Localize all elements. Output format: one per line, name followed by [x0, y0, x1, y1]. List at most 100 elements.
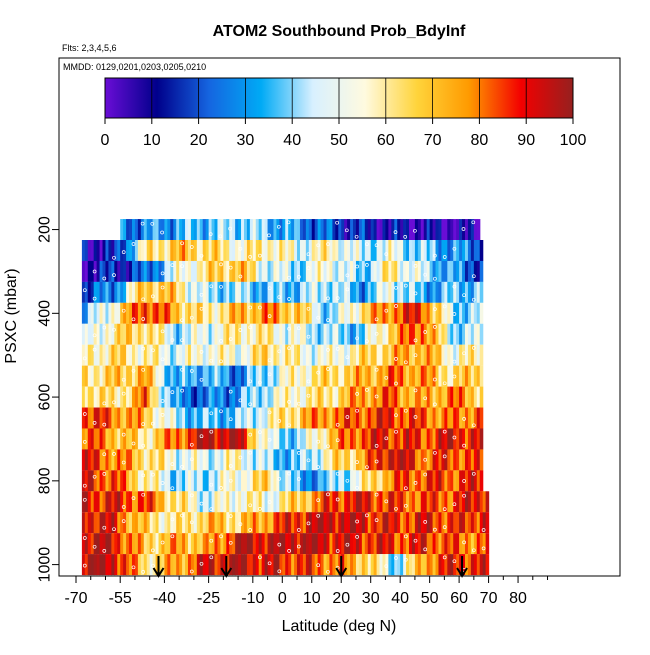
heatmap-cell	[270, 219, 275, 241]
heatmap-cell	[459, 407, 463, 429]
heatmap-cell	[137, 428, 142, 450]
heatmap-cell	[238, 428, 242, 450]
observation-marker	[82, 483, 87, 488]
heatmap-cell	[406, 219, 410, 241]
heatmap-cell	[285, 344, 289, 366]
heatmap-cell	[164, 302, 168, 324]
heatmap-cell	[143, 428, 148, 450]
heatmap-cell	[93, 260, 98, 282]
heatmap-cell	[332, 512, 336, 534]
heatmap-cell	[326, 449, 331, 471]
heatmap-cell	[432, 386, 437, 408]
observation-marker	[141, 473, 146, 478]
heatmap-cell	[193, 554, 198, 576]
heatmap-cell	[182, 470, 186, 492]
observation-marker	[452, 246, 457, 251]
heatmap-cell	[143, 302, 148, 324]
heatmap-cell	[429, 512, 434, 534]
heatmap-cell	[391, 470, 395, 492]
heatmap-cell	[367, 344, 372, 366]
heatmap-cell	[226, 260, 230, 282]
observation-marker	[462, 443, 466, 448]
heatmap-cell	[311, 365, 316, 387]
heatmap-cell	[302, 428, 307, 450]
observation-marker	[258, 305, 262, 310]
heatmap-cell	[134, 240, 139, 261]
heatmap-cell	[379, 428, 384, 450]
heatmap-cell	[391, 428, 395, 450]
heatmap-cell	[264, 386, 269, 408]
heatmap-cell	[193, 302, 198, 324]
heatmap-cell	[241, 240, 245, 261]
heatmap-cell	[400, 219, 404, 241]
heatmap-cell	[370, 428, 375, 450]
heatmap-cell	[105, 281, 110, 303]
heatmap-cell	[170, 512, 174, 534]
observation-marker	[394, 429, 398, 434]
heatmap-cell	[379, 533, 384, 555]
heatmap-cell	[441, 386, 445, 408]
heatmap-cell	[373, 407, 378, 429]
heatmap-cell	[320, 240, 325, 261]
observation-marker	[248, 379, 253, 384]
heatmap-cell	[134, 449, 139, 471]
heatmap-cell	[394, 386, 398, 408]
heatmap-cell	[246, 219, 251, 241]
heatmap-cell	[229, 470, 233, 492]
heatmap-cell	[320, 302, 325, 324]
heatmap-cell	[279, 407, 283, 429]
heatmap-cell	[196, 512, 201, 534]
heatmap-cell	[467, 281, 472, 303]
heatmap-cell	[120, 260, 124, 282]
heatmap-cell	[476, 407, 481, 429]
heatmap-cell	[134, 554, 139, 576]
heatmap-cell	[246, 240, 251, 261]
heatmap-cell	[470, 491, 475, 513]
heatmap-cell	[276, 470, 280, 492]
heatmap-cell	[347, 428, 351, 450]
heatmap-cell	[453, 386, 457, 408]
arrow-head	[152, 567, 165, 578]
heatmap-cell	[279, 281, 283, 303]
heatmap-cell	[167, 260, 171, 282]
heatmap-cell	[193, 491, 198, 513]
observation-marker	[218, 234, 223, 239]
y-tick-label: 1000	[37, 547, 54, 583]
observation-marker	[238, 398, 243, 403]
heatmap-cell	[146, 281, 151, 303]
heatmap-cell	[137, 407, 142, 429]
heatmap-cell	[140, 302, 145, 324]
heatmap-cell	[282, 302, 286, 324]
heatmap-cell	[435, 554, 440, 576]
heatmap-cell	[199, 449, 204, 471]
observation-marker	[306, 521, 311, 526]
heatmap-cell	[255, 554, 260, 576]
heatmap-cell	[220, 533, 224, 555]
heatmap-cell	[423, 323, 428, 345]
heatmap-cell	[146, 491, 151, 513]
heatmap-cell	[208, 323, 213, 345]
heatmap-cell	[291, 386, 295, 408]
observation-marker	[403, 486, 408, 491]
heatmap-cell	[406, 470, 410, 492]
heatmap-cell	[137, 512, 142, 534]
heatmap-cell	[111, 533, 115, 555]
heatmap-cell	[329, 281, 333, 303]
heatmap-cell	[105, 491, 110, 513]
heatmap-cell	[108, 302, 112, 324]
heatmap-cell	[364, 302, 369, 324]
heatmap-cell	[367, 512, 372, 534]
heatmap-cell	[305, 219, 310, 241]
heatmap-cell	[199, 219, 204, 241]
heatmap-cell	[355, 428, 360, 450]
heatmap-cell	[417, 407, 422, 429]
heatmap-cell	[485, 491, 490, 513]
heatmap-cell	[229, 449, 233, 471]
observation-marker	[189, 569, 194, 574]
heatmap-cell	[202, 240, 207, 261]
heatmap-cell	[288, 533, 292, 555]
observation-marker	[189, 520, 194, 525]
x-tick-label: -25	[197, 590, 220, 607]
heatmap-cell	[187, 428, 192, 450]
heatmap-cell	[199, 365, 204, 387]
